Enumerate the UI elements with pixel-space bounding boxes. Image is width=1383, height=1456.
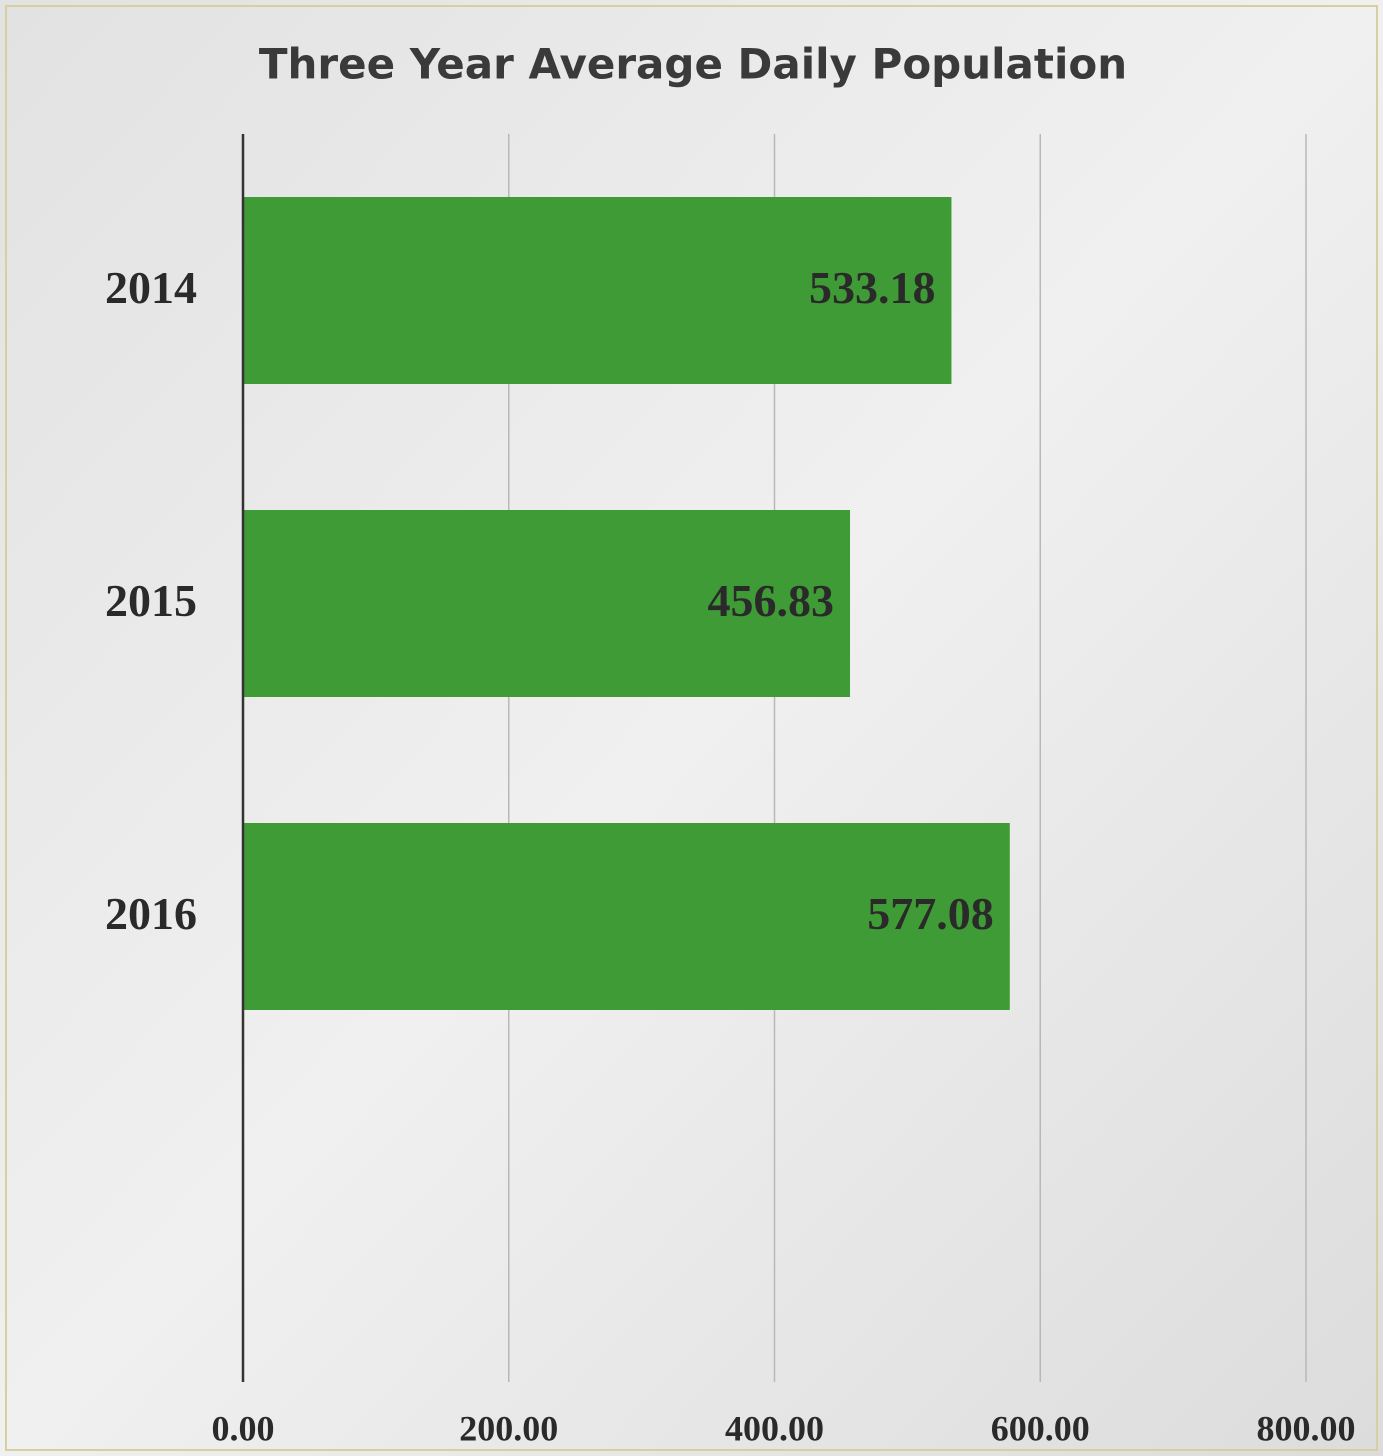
bar [243, 510, 851, 697]
x-tick-label: 400.00 [725, 1408, 824, 1448]
x-tick-label: 0.00 [212, 1408, 275, 1448]
chart-title: Three Year Average Daily Population [259, 40, 1127, 89]
bar [243, 823, 1010, 1010]
frame [5, 5, 1378, 1451]
x-tick-label: 800.00 [1257, 1408, 1356, 1448]
y-tick-label: 2016 [105, 888, 197, 939]
data-label: 577.08 [867, 888, 994, 939]
x-tick-label: 200.00 [459, 1408, 558, 1448]
y-tick-label: 2015 [105, 575, 197, 626]
data-label: 533.18 [809, 262, 936, 313]
y-tick-label: 2014 [105, 262, 197, 313]
bar [243, 197, 952, 384]
data-label: 456.83 [708, 575, 835, 626]
x-tick-label: 600.00 [991, 1408, 1090, 1448]
